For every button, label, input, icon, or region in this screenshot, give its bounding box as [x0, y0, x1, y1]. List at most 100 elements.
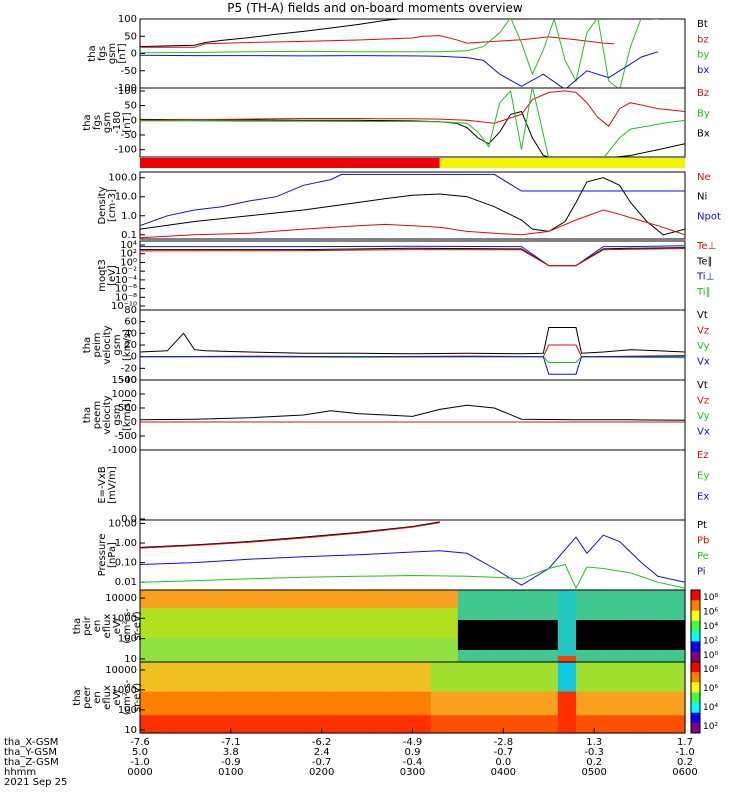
spectrogram-cell [212, 727, 223, 734]
spectrogram-cell [494, 650, 504, 657]
spectrogram-cell [557, 697, 568, 705]
spectrogram-cell [675, 709, 686, 716]
spectrogram-cell [194, 697, 205, 705]
spectrogram-cell [230, 709, 241, 716]
spectrogram-cell [367, 644, 377, 651]
spectrogram-cell [239, 662, 250, 669]
spectrogram-cell [503, 691, 514, 699]
spectrogram-cell [630, 626, 641, 633]
spectrogram-cell [339, 667, 350, 675]
spectrogram-cell [312, 709, 323, 716]
y-tick-label: 0 [131, 417, 137, 428]
spectrogram-cell [267, 709, 277, 716]
spectrogram-cell [158, 662, 168, 669]
spectrogram-cell [503, 596, 514, 603]
spectrogram-cell [394, 709, 405, 716]
spectrogram-cell [566, 721, 577, 728]
spectrogram-cell [476, 638, 486, 645]
spectrogram-cell [285, 656, 296, 663]
spectrogram-cell [348, 685, 359, 693]
spectrogram-cell [603, 602, 613, 609]
spectrogram-cell [594, 596, 604, 603]
spectrogram-cell [612, 721, 623, 728]
spectrogram-cell [303, 620, 314, 627]
spectrogram-cell [385, 685, 395, 693]
spectrogram-cell [666, 632, 677, 639]
spectrogram-cell [412, 656, 423, 663]
spectrogram-cell [557, 715, 568, 722]
spectrogram-cell [503, 703, 514, 710]
spectrogram-cell [512, 727, 523, 734]
spectrogram-cell [621, 679, 632, 687]
spectrogram-cell [585, 656, 595, 663]
spectrogram-cell [167, 650, 177, 657]
spectrogram-cell [594, 721, 604, 728]
spectrogram-cell [394, 644, 405, 651]
y-axis-label: en [92, 691, 103, 704]
spectrogram-cell [403, 602, 414, 609]
spectrogram-cell [176, 679, 187, 687]
spectrogram-cell [539, 703, 550, 710]
spectrogram-cell [376, 632, 386, 639]
spectrogram-cell [594, 697, 604, 705]
y-tick-label: 20 [124, 340, 137, 351]
spectrogram-cell [176, 721, 187, 728]
spectrogram-cell [358, 614, 368, 621]
spectrogram-cell [176, 602, 187, 609]
spectrogram-cell [457, 596, 468, 603]
spectrogram-cell [158, 608, 168, 615]
spectrogram-cell [530, 638, 541, 645]
spectrogram-cell [494, 596, 504, 603]
spectrogram-cell [621, 703, 632, 710]
spectrogram-cell [467, 608, 477, 615]
spectrogram-cell [521, 602, 532, 609]
y-axis-label: Density [97, 186, 108, 224]
spectrogram-cell [503, 709, 514, 716]
spectrogram-cell [494, 632, 504, 639]
spectrogram-cell [648, 685, 659, 693]
spectrogram-cell [494, 715, 504, 722]
spectrogram-cell [457, 691, 468, 699]
spectrogram-cell [176, 656, 187, 663]
spectrogram-cell [594, 679, 604, 687]
spectrogram-cell [249, 673, 259, 681]
spectrogram-cell [403, 697, 414, 705]
spectrogram-cell [548, 685, 559, 693]
spectrogram-cell [512, 691, 523, 699]
spectrogram-cell [158, 727, 168, 734]
spectrogram-cell [312, 614, 323, 621]
x-tick-label-ygsm: -0.7 [494, 747, 514, 758]
spectrogram-cell [348, 644, 359, 651]
spectrogram-cell [539, 667, 550, 675]
spectrogram-cell [412, 697, 423, 705]
spectrogram-cell [503, 727, 514, 734]
spectrogram-cell [439, 715, 450, 722]
spectrogram-cell [612, 626, 623, 633]
spectrogram-cell [675, 673, 686, 681]
spectrogram-cell [330, 673, 341, 681]
spectrogram-cell [294, 620, 305, 627]
spectrogram-cell [330, 685, 341, 693]
series-line-density-1 [140, 209, 685, 239]
spectrogram-cell [548, 608, 559, 615]
spectrogram-cell [285, 596, 296, 603]
spectrogram-cell [376, 650, 386, 657]
spectrogram-cell [639, 679, 650, 687]
spectrogram-cell [539, 685, 550, 693]
spectrogram-cell [403, 608, 414, 615]
spectrogram-cell [657, 667, 668, 675]
spectrogram-cell [566, 626, 577, 633]
spectrogram-cell [212, 638, 223, 645]
spectrogram-cell [230, 685, 241, 693]
spectrogram-cell [503, 667, 514, 675]
spectrogram-cell [376, 608, 386, 615]
spectrogram-cell [385, 715, 395, 722]
series-line-fgs_gse-1 [140, 90, 685, 127]
spectrogram-cell [376, 638, 386, 645]
spectrogram-cell [330, 697, 341, 705]
spectrogram-cell [585, 650, 595, 657]
spectrogram-cell [639, 667, 650, 675]
spectrogram-cell [339, 626, 350, 633]
spectrogram-cell [639, 590, 650, 597]
spectrogram-cell [666, 596, 677, 603]
